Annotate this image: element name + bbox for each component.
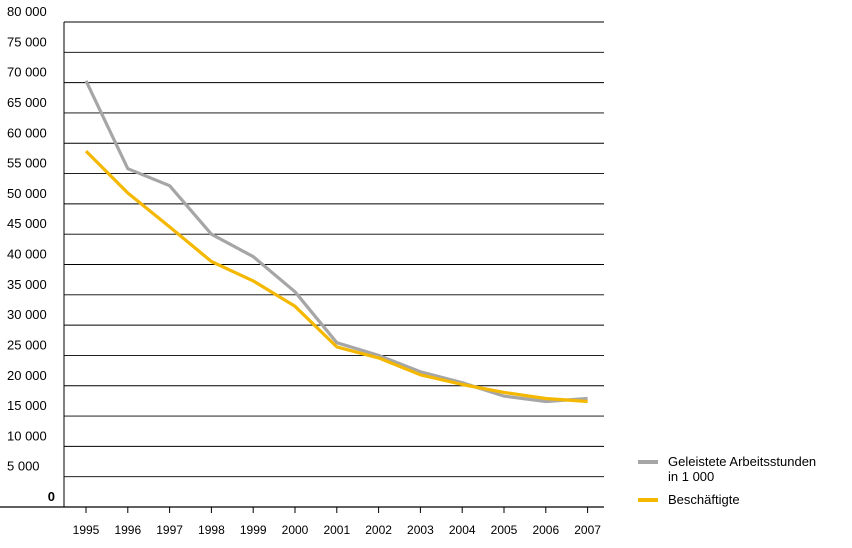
y-tick-label: 10 000 (7, 428, 47, 443)
x-tick-label: 1997 (156, 523, 183, 537)
x-tick-label: 2001 (323, 523, 350, 537)
x-tick-label: 2000 (282, 523, 309, 537)
y-tick-label: 30 000 (7, 307, 47, 322)
y-tick-label: 0 (48, 489, 55, 504)
y-tick-label: 45 000 (7, 216, 47, 231)
y-tick-label: 15 000 (7, 398, 47, 413)
legend-label: Beschäftigte (668, 492, 740, 507)
series-line-1 (84, 80, 588, 404)
gridlines (0, 21, 604, 508)
y-tick-label: 25 000 (7, 337, 47, 352)
x-tick-label: 1996 (114, 523, 141, 537)
x-axis: 1995 1996 1997 1998 1999 2000 2001 2002 2003 2004… (73, 507, 601, 537)
y-tick-label: 80 000 (7, 4, 47, 19)
x-tick-label: 2005 (491, 523, 518, 537)
x-tick-label: 2002 (365, 523, 392, 537)
series-line-2 (84, 149, 588, 404)
y-tick-label: 70 000 (7, 65, 47, 80)
series-lines (84, 80, 588, 404)
y-tick-label: 55 000 (7, 156, 47, 171)
y-axis: 0 5 000 10 000 15 000 20 000 25 000 30 000 35 0… (7, 4, 65, 507)
x-tick-label: 2007 (574, 523, 601, 537)
x-tick-label: 1998 (198, 523, 225, 537)
y-tick-label: 50 000 (7, 186, 47, 201)
y-tick-label: 35 000 (7, 277, 47, 292)
x-tick-label: 1999 (240, 523, 267, 537)
y-tick-label: 65 000 (7, 95, 47, 110)
x-tick-label: 2006 (532, 523, 559, 537)
y-tick-label: 60 000 (7, 125, 47, 140)
legend-label: Geleistete Arbeitsstunden (668, 454, 816, 469)
x-tick-label: 1995 (73, 523, 100, 537)
y-tick-label: 75 000 (7, 34, 47, 49)
y-tick-label: 40 000 (7, 247, 47, 262)
x-tick-label: 2004 (449, 523, 476, 537)
x-tick-label: 2003 (407, 523, 434, 537)
legend-label: in 1 000 (668, 469, 714, 484)
y-tick-label: 20 000 (7, 368, 47, 383)
y-tick-label: 5 000 (7, 459, 40, 474)
